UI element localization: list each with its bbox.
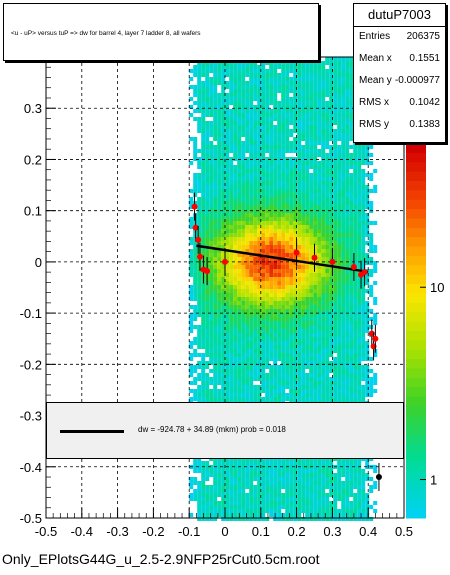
x-tick-label: -0.1 <box>178 524 200 539</box>
profile-point <box>191 203 198 210</box>
profile-point <box>196 253 203 260</box>
profile-point <box>329 258 336 265</box>
y-tick-label: -0.5 <box>20 511 42 526</box>
y-tick-label: 0.3 <box>24 101 42 116</box>
y-tick-label: 0.1 <box>24 204 42 219</box>
stats-key: RMS y <box>359 119 389 130</box>
stats-key: Mean x <box>359 53 392 64</box>
stats-value: 0.1042 <box>409 97 440 108</box>
plot-title: <u - uP> versus tuP => dw for barrel 4, … <box>11 30 201 37</box>
stats-value: 0.1383 <box>409 119 440 130</box>
x-tick-label: 0.1 <box>252 524 270 539</box>
color-scale <box>406 143 426 519</box>
profile-point <box>311 254 318 261</box>
stats-key: RMS x <box>359 97 389 108</box>
stats-histogram-name: dutuP7003 <box>354 4 445 27</box>
stats-row-rms-y: RMS y 0.1383 <box>359 114 440 136</box>
x-tick-label: -0.2 <box>142 524 164 539</box>
y-tick-label: -0.3 <box>20 409 42 424</box>
profile-point <box>195 236 202 243</box>
plot-title-box: <u - uP> versus tuP => dw for barrel 4, … <box>3 3 319 61</box>
density-cells <box>189 57 378 521</box>
stats-key: Mean y <box>359 75 392 86</box>
fit-legend-label: dw = -924.78 + 34.89 (mkm) prob = 0.018 <box>138 425 286 434</box>
y-tick-label: 0.2 <box>24 152 42 167</box>
x-tick-label: -0.5 <box>35 524 57 539</box>
stats-row-mean-x: Mean x 0.1551 <box>359 48 440 70</box>
x-tick-label: 0.3 <box>323 524 341 539</box>
profile-point <box>361 269 368 276</box>
y-tick-label: -0.4 <box>20 460 42 475</box>
profile-point <box>204 268 211 275</box>
profile-point <box>375 474 382 481</box>
stats-row-rms-x: RMS x 0.1042 <box>359 92 440 114</box>
profile-point <box>192 224 199 231</box>
y-tick-label: -0.2 <box>20 357 42 372</box>
stats-box: dutuP7003 Entries 206375 Mean x 0.1551 M… <box>353 3 446 143</box>
stats-row-mean-y: Mean y -0.000977 <box>359 70 440 92</box>
x-tick-label: 0 <box>221 524 228 539</box>
profile-point <box>350 264 357 271</box>
stats-value: -0.000977 <box>394 75 440 86</box>
fit-legend-box: dw = -924.78 + 34.89 (mkm) prob = 0.018 <box>46 402 404 459</box>
color-scale-label: 1 <box>430 473 437 488</box>
x-tick-label: -0.4 <box>71 524 93 539</box>
color-scale-label: 10 <box>430 280 444 295</box>
profile-point <box>372 335 379 342</box>
stats-value: 206375 <box>406 31 440 42</box>
x-tick-label: 0.5 <box>395 524 413 539</box>
x-tick-label: 0.4 <box>359 524 377 539</box>
y-tick-label: 0 <box>35 255 42 270</box>
stats-value: 0.1551 <box>409 53 440 64</box>
profile-point <box>293 249 300 256</box>
stats-key: Entries <box>359 31 391 42</box>
profile-point <box>222 258 228 265</box>
y-tick-label: -0.1 <box>20 306 42 321</box>
stats-row-entries: Entries 206375 <box>359 26 440 48</box>
x-tick-label: -0.3 <box>106 524 128 539</box>
fit-legend-line <box>60 430 124 433</box>
x-tick-label: 0.2 <box>288 524 306 539</box>
file-name-footer: Only_EPlotsG44G_u_2.5-2.9NFP25rCut0.5cm.… <box>2 551 320 567</box>
